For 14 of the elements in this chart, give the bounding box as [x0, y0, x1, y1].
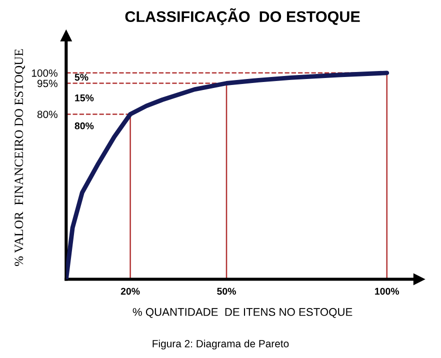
text: Figura 2: Diagrama de Pareto	[152, 340, 289, 350]
annotation: 5%	[74, 74, 88, 81]
x-tick-label: 50%	[217, 288, 236, 295]
x-tick-label: 20%	[120, 288, 140, 295]
chart-title: CLASSIFICAÇÃO DO ESTOQUE	[125, 8, 360, 26]
annotation: 80%	[74, 122, 94, 130]
y-tick-label: 95%	[37, 80, 58, 88]
y-tick-label: 100%	[32, 69, 58, 77]
y-tick-label: 80%	[37, 110, 58, 118]
line-series	[66, 70, 390, 280]
y-axis-title: % VALOR FINANCEIRO DO ESTOQUE	[14, 49, 25, 266]
x-axis-title: % QUANTIDADE DE ITENS NO ESTOQUE	[132, 308, 352, 318]
annotation: 15%	[75, 94, 94, 102]
x-tick-label: 100%	[375, 288, 400, 295]
